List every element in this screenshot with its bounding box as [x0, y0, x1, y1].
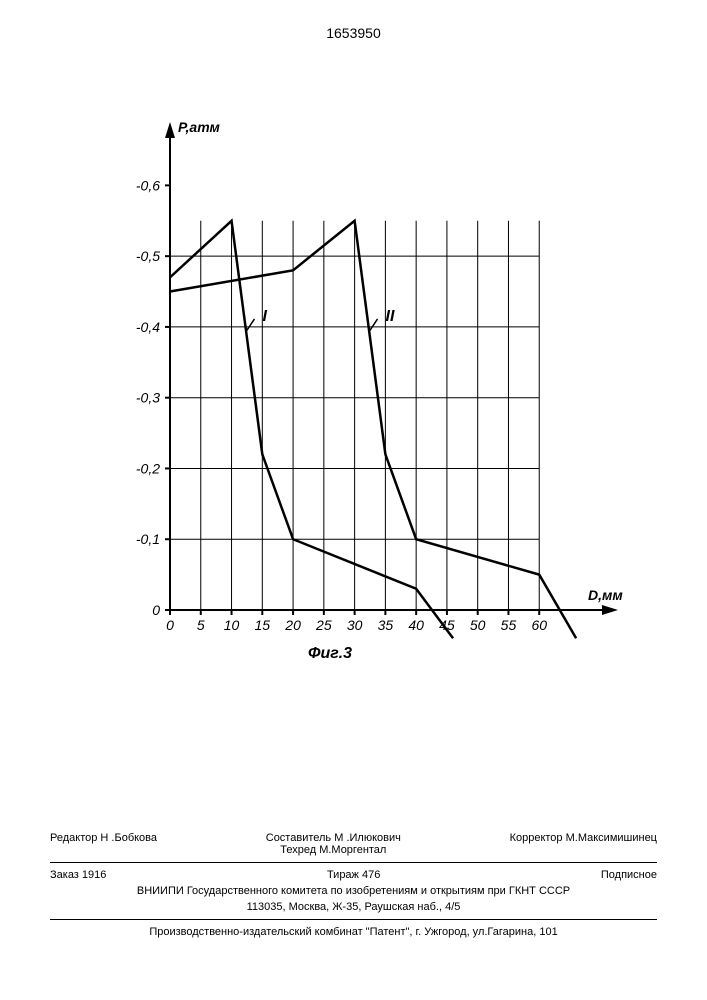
svg-text:D,мм: D,мм: [588, 587, 623, 603]
publisher: Производственно-издательский комбинат "П…: [50, 924, 657, 940]
org-line2: 113035, Москва, Ж-35, Раушская наб., 4/5: [50, 899, 657, 915]
svg-text:5: 5: [197, 617, 205, 633]
svg-text:-0,3: -0,3: [136, 390, 160, 406]
svg-text:35: 35: [378, 617, 394, 633]
svg-text:-0,6: -0,6: [136, 177, 160, 193]
patent-number: 1653950: [0, 25, 707, 41]
svg-text:-0,5: -0,5: [136, 248, 160, 264]
svg-text:I: I: [262, 308, 267, 325]
svg-text:15: 15: [255, 617, 271, 633]
svg-text:10: 10: [224, 617, 240, 633]
svg-text:0: 0: [152, 602, 160, 618]
svg-text:25: 25: [315, 617, 332, 633]
order: Заказ 1916: [50, 869, 106, 881]
org-line1: ВНИИПИ Государственного комитета по изоб…: [50, 883, 657, 899]
svg-text:55: 55: [501, 617, 517, 633]
svg-text:60: 60: [531, 617, 547, 633]
svg-text:-0,1: -0,1: [136, 531, 160, 547]
svg-text:50: 50: [470, 617, 486, 633]
composer-techred: Составитель М .Илюкович Техред М.Моргент…: [266, 832, 401, 856]
svg-text:0: 0: [166, 617, 174, 633]
svg-text:P,атм: P,атм: [178, 119, 220, 135]
svg-text:20: 20: [284, 617, 301, 633]
corrector: Корректор М.Максимишинец: [510, 832, 657, 856]
svg-text:-0,2: -0,2: [136, 460, 160, 476]
chart-fig3: P,атмD,мм-0,6-0,5-0,4-0,3-0,2-0,10051015…: [110, 110, 610, 670]
svg-text:30: 30: [347, 617, 363, 633]
svg-text:40: 40: [408, 617, 424, 633]
svg-text:II: II: [386, 308, 395, 325]
svg-text:-0,4: -0,4: [136, 319, 160, 335]
tirazh: Тираж 476: [327, 869, 380, 881]
editor: Редактор Н .Бобкова: [50, 832, 157, 856]
footer-block: Редактор Н .Бобкова Составитель М .Илюко…: [50, 830, 657, 940]
subscription: Подписное: [601, 869, 657, 881]
svg-text:Фиг.3: Фиг.3: [308, 645, 352, 662]
